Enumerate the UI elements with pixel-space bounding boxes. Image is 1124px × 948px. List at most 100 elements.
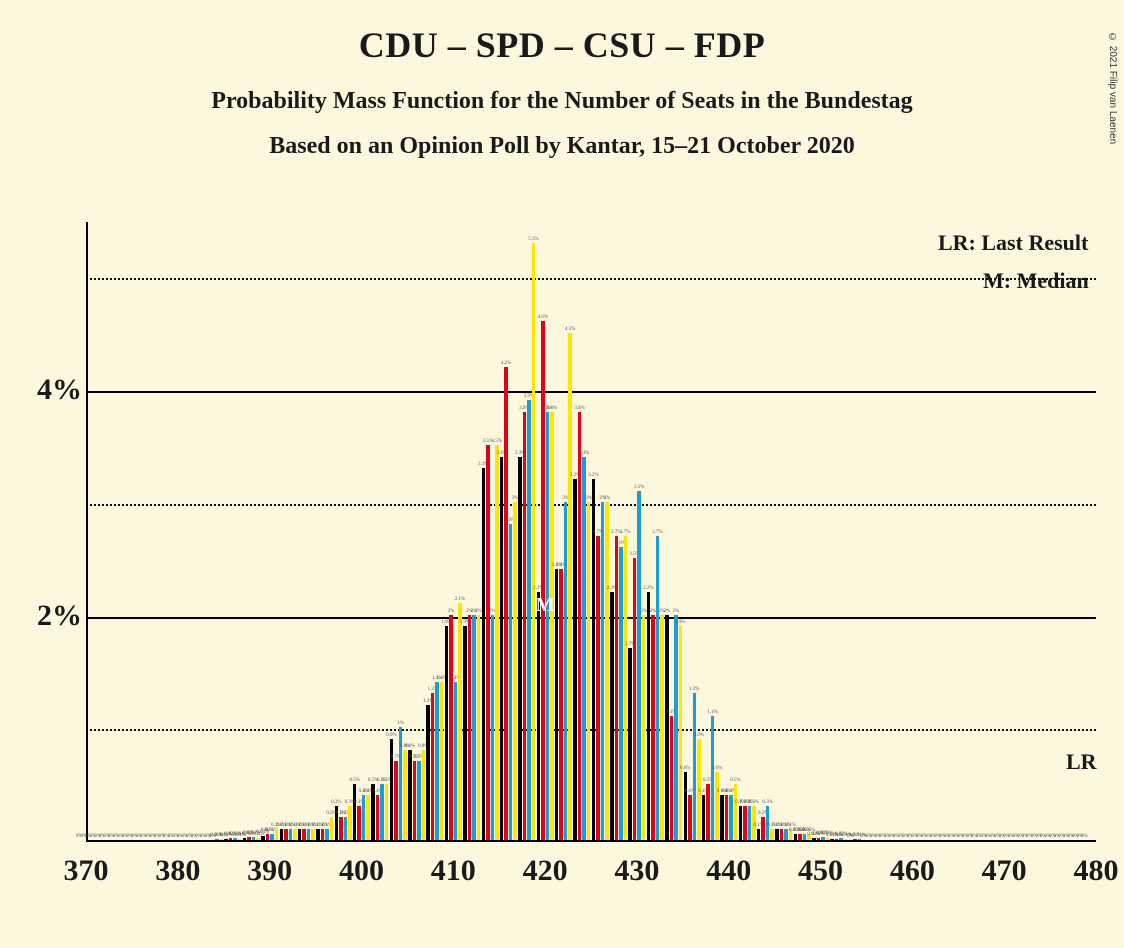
bar-group: 0.8%0.7%0.7%0.8% [408,750,425,840]
bar-value-label: 2.2% [643,586,653,592]
bar-group: 1.9%2%1.4%2.1% [445,603,462,840]
bar-black [518,457,522,840]
bar-red [321,829,325,840]
bar-group: 0.1%0.1%0.1%0.2% [316,817,333,840]
chart-title: CDU – SPD – CSU – FDP [0,24,1124,66]
bar-black [390,739,394,840]
bar-blue [656,536,660,840]
bar-yellow [256,838,260,840]
bar-red [725,795,729,840]
bar-red [670,716,674,840]
bar-yellow [660,615,664,840]
bar-black [739,806,743,840]
lr-marker: LR [1066,749,1097,775]
bar-group: 3.4%3.8%3.9%5.3% [518,243,535,840]
bar-blue [344,817,348,840]
bar-black [830,839,834,840]
bar-yellow [605,502,609,840]
bar-blue [215,839,219,840]
bar-yellow [238,839,242,840]
bar-red [596,536,600,840]
bar-value-label: 0.9% [386,733,396,739]
x-axis-label: 410 [431,854,476,888]
bar-blue [711,716,715,840]
bar-black [298,829,302,840]
bar-black [775,829,779,840]
bar-blue [307,829,311,840]
bar-value-label: 2% [664,609,671,615]
bar-red [247,837,251,840]
bar-yellow [220,839,224,840]
bar-group: 0.5%0.3%0.4%0.4% [353,784,370,840]
bar-blue [362,795,366,840]
bar-yellow [477,615,481,840]
bar-value-label: 1% [397,721,404,727]
bar-black [628,648,632,840]
bar-blue [454,682,458,840]
x-axis-label: 400 [339,854,384,888]
bar-group: 1.7%2.5%3.1%2% [628,491,645,840]
bar-black [426,705,430,840]
bar-yellow [422,750,426,840]
bar-black [665,615,669,840]
bar-blue [582,457,586,840]
bar-blue [693,693,697,840]
bar-black [316,829,320,840]
bar-black [573,479,577,840]
bar-red [431,693,435,840]
bar-blue [601,502,605,840]
bar-red [559,569,563,840]
bar-group: 1.9%2%2%2% [463,615,480,840]
bar-blue [748,806,752,840]
bar-red [394,761,398,840]
bar-value-label: 3% [604,496,611,502]
bar-red [706,784,710,840]
bar-value-label: 1.9% [675,620,685,626]
bar-red [413,761,417,840]
bar-value-label: 1.3% [689,687,699,693]
x-axis-label: 470 [982,854,1027,888]
chart-plot-area: 0%0%0%0%0%0%0%0%0%0%0%0%0%0%0%0%0%0%0%0%… [86,222,1096,842]
y-axis-label: 2% [37,599,82,633]
bar-red [688,795,692,840]
bar-blue [509,524,513,840]
bar-yellow [624,536,628,840]
bar-red [761,817,765,840]
bar-yellow [495,445,499,840]
bar-blue [435,682,439,840]
bar-group: 2.2%4.6%3.8%3.8% [537,321,554,840]
bar-value-label: 1.1% [707,710,717,716]
bar-yellow [679,626,683,840]
bar-red [651,615,655,840]
bar-blue [380,784,384,840]
bar-value-label: 0.5% [730,778,740,784]
bar-yellow [568,333,572,840]
bar-yellow [311,829,315,840]
bar-blue [417,761,421,840]
bar-yellow [532,243,536,840]
bar-black [555,569,559,840]
bar-black [408,750,412,840]
bar-yellow [550,412,554,840]
bar-blue [784,829,788,840]
x-axis-label: 370 [64,854,109,888]
bar-black [647,592,651,840]
bar-blue [619,547,623,840]
bar-black [757,829,761,840]
bar-black [353,784,357,840]
x-axis-label: 450 [798,854,843,888]
bar-yellow [770,829,774,840]
bar-red [817,838,821,840]
bar-blue [803,834,807,840]
bar-blue [546,412,550,840]
bar-red [266,834,270,840]
bar-value-label: 3.2% [588,473,598,479]
bar-value-label: 2% [673,609,680,615]
bar-red [504,367,508,840]
bar-group: 0%0%0.01%0.01% [206,839,223,840]
bar-group: 0.01%0.01%0.02%0.01% [830,838,847,840]
bar-black [243,838,247,840]
bar-black [445,626,449,840]
bar-blue [491,615,495,840]
bar-yellow [330,817,334,840]
